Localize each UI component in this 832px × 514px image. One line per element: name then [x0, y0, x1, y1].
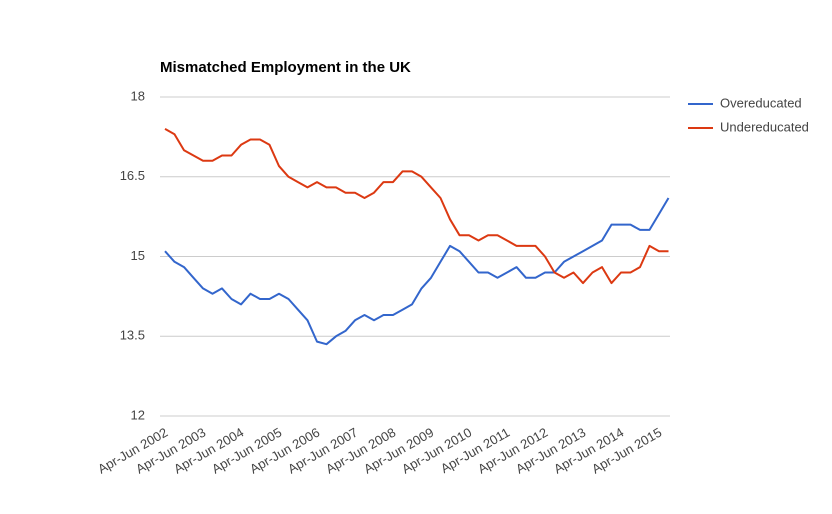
line-series: [164, 128, 669, 285]
y-tick-label: 15: [131, 248, 145, 263]
legend-label: Overeducated: [720, 95, 802, 110]
chart-title: Mismatched Employment in the UK: [160, 59, 411, 76]
y-tick-label: 16.5: [120, 168, 145, 183]
legend-label: Undereducated: [720, 119, 809, 134]
y-tick-label: 13.5: [120, 328, 145, 343]
y-tick-label: 18: [131, 88, 145, 103]
y-tick-label: 12: [131, 407, 145, 422]
line-series: [164, 197, 670, 346]
